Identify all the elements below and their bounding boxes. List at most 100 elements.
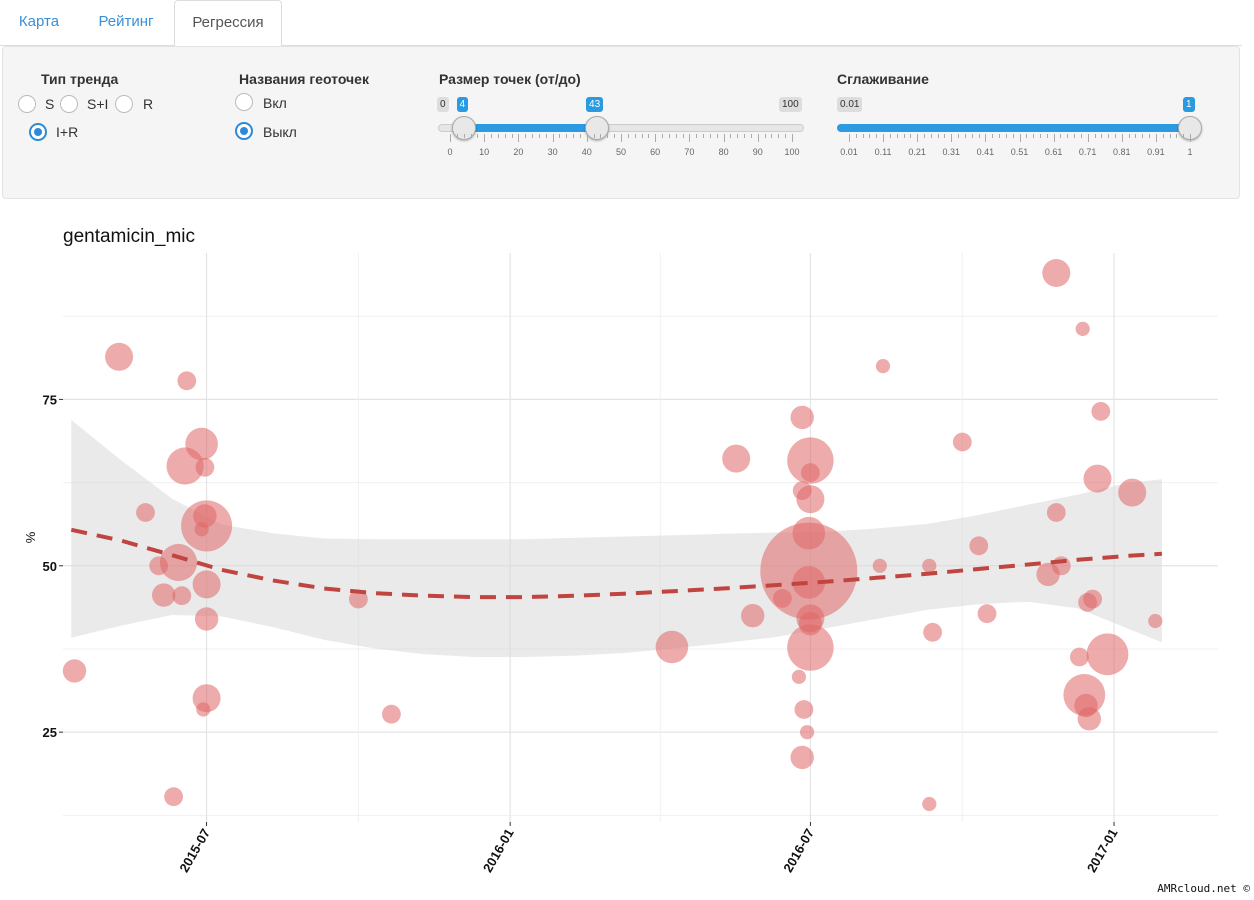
- radio-trend-ir[interactable]: [29, 123, 47, 141]
- size-to-label: 43: [586, 97, 604, 112]
- size-tick-label: 80: [718, 147, 729, 157]
- smooth-min-label: 0.01: [837, 97, 863, 112]
- tab-regression[interactable]: Регрессия: [174, 0, 282, 47]
- smooth-tick-mark: [1190, 134, 1191, 142]
- data-point: [801, 463, 820, 482]
- size-tick-mark: [504, 134, 506, 138]
- data-point: [655, 630, 689, 664]
- data-point: [193, 504, 217, 528]
- data-point: [787, 624, 834, 671]
- data-point: [1051, 556, 1071, 576]
- smooth-tick-label: 0.21: [908, 147, 926, 157]
- size-tick-mark: [607, 134, 609, 138]
- smooth-tick-mark: [1169, 134, 1171, 138]
- size-tick-mark: [634, 134, 636, 138]
- size-tick-mark: [552, 134, 554, 142]
- smooth-tick-label: 0.51: [1010, 147, 1029, 157]
- size-tick-mark: [757, 134, 759, 142]
- smooth-tick-label: 0.61: [1044, 147, 1063, 157]
- size-tick-mark: [771, 134, 773, 138]
- smooth-tick-mark: [971, 134, 973, 138]
- data-point: [787, 437, 834, 484]
- chart-title: gentamicin_mic: [63, 226, 195, 247]
- size-tick-label: 70: [684, 147, 695, 157]
- radio-trend-r[interactable]: [115, 95, 133, 113]
- smooth-tick-mark: [1135, 134, 1137, 138]
- smooth-tick-mark: [1046, 134, 1048, 138]
- size-from-label: 4: [456, 97, 469, 112]
- radio-trend-s-label: S: [45, 96, 55, 112]
- geo-labels-title: Названия геоточек: [239, 71, 369, 87]
- watermark: AMRcloud.net ©: [1157, 882, 1250, 895]
- size-tick-mark: [614, 134, 616, 138]
- data-point: [1070, 647, 1089, 667]
- smooth-tick-label: 0.81: [1113, 147, 1131, 157]
- data-point: [172, 586, 192, 606]
- size-slider-to-handle[interactable]: [585, 116, 610, 140]
- size-tick-mark: [593, 134, 595, 138]
- smooth-tick-mark: [1108, 134, 1110, 138]
- size-tick-mark: [778, 134, 780, 138]
- radio-labels-on-label: Вкл: [263, 95, 287, 111]
- smooth-tick-mark: [1067, 134, 1069, 138]
- smooth-tick-mark: [1053, 134, 1055, 142]
- data-point: [194, 522, 209, 537]
- size-slider-from-handle[interactable]: [451, 116, 476, 140]
- y-tick-label: 75: [43, 392, 57, 407]
- smooth-tick-mark: [1114, 134, 1116, 138]
- radio-trend-si[interactable]: [60, 95, 78, 113]
- size-tick-mark: [675, 134, 677, 138]
- radio-labels-off-label: Выкл: [263, 124, 297, 140]
- data-point: [105, 342, 134, 371]
- data-point: [800, 725, 815, 740]
- tab-bar: Карта Рейтинг Регрессия: [0, 0, 1242, 47]
- data-point: [152, 583, 176, 607]
- size-tick-mark: [545, 134, 547, 138]
- radio-labels-on[interactable]: [235, 93, 253, 111]
- size-tick-mark: [532, 134, 534, 138]
- tab-rating[interactable]: Рейтинг: [98, 13, 154, 30]
- size-tick-mark: [538, 134, 540, 138]
- size-tick-mark: [655, 134, 657, 142]
- smooth-tick-mark: [1026, 134, 1028, 138]
- smooth-tick-mark: [1128, 134, 1130, 138]
- size-tick-mark: [491, 134, 493, 138]
- data-point: [164, 787, 184, 807]
- smooth-tick-mark: [1155, 134, 1157, 142]
- x-tick-label: 2016-07: [780, 826, 817, 875]
- x-tick-label: 2015-07: [176, 826, 213, 875]
- confidence-band: [71, 420, 1162, 657]
- data-point: [798, 612, 823, 636]
- smooth-tick-label: 0.41: [976, 147, 995, 157]
- x-tick-label: 2017-01: [1084, 826, 1121, 875]
- size-max-label: 100: [779, 97, 802, 112]
- tab-map[interactable]: Карта: [18, 13, 60, 30]
- y-tick-label: 25: [43, 725, 57, 740]
- smooth-tick-mark: [855, 134, 857, 138]
- size-slider-track[interactable]: [438, 124, 804, 132]
- smooth-tick-mark: [1094, 134, 1096, 138]
- size-tick-mark: [518, 134, 520, 142]
- radio-labels-off[interactable]: [235, 122, 253, 140]
- trend-line: [70, 527, 1163, 600]
- smooth-slider-range[interactable]: [837, 124, 1191, 132]
- data-point: [922, 558, 937, 573]
- smooth-tick-mark: [985, 134, 987, 142]
- size-tick-mark: [586, 134, 588, 142]
- size-tick-mark: [477, 134, 479, 138]
- smooth-tick-mark: [992, 134, 994, 138]
- data-point: [1075, 321, 1090, 336]
- smooth-tick-mark: [896, 134, 898, 138]
- radio-trend-r-label: R: [143, 96, 154, 112]
- size-tick-mark: [573, 134, 575, 138]
- radio-trend-s[interactable]: [18, 95, 36, 113]
- data-point: [195, 457, 215, 477]
- size-tick-mark: [600, 134, 602, 138]
- data-point: [1083, 589, 1102, 609]
- size-tick-mark: [750, 134, 752, 138]
- data-point: [741, 604, 765, 628]
- data-point: [149, 556, 169, 576]
- smooth-tick-mark: [964, 134, 966, 138]
- data-point: [872, 558, 887, 573]
- size-slider-range: [463, 124, 598, 132]
